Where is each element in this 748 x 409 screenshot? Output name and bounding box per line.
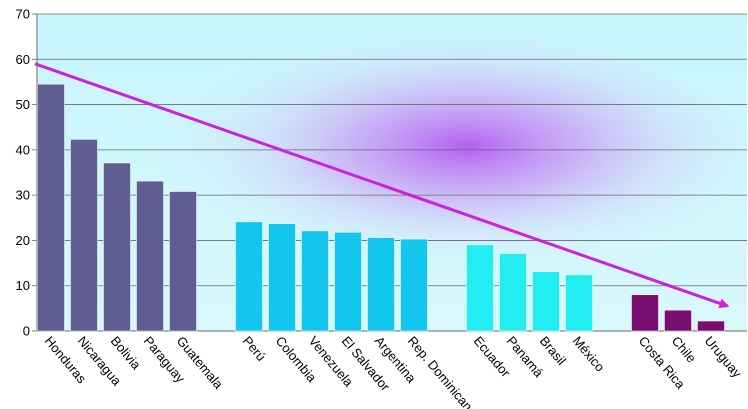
bar-chile — [664, 309, 692, 332]
bar-m-xico — [565, 274, 593, 332]
bar-uruguay — [697, 320, 725, 332]
bars — [37, 83, 725, 332]
category-label: Brasil — [537, 333, 569, 368]
bar-venezuela — [301, 230, 329, 332]
bar-panam- — [499, 253, 527, 332]
category-label: Chile — [669, 333, 700, 365]
category-labels: HondurasNicaraguaBoliviaParaguayGuatemal… — [42, 333, 745, 409]
y-tick-label: 50 — [16, 97, 30, 112]
category-label: Uruguay — [702, 333, 745, 381]
y-tick-label: 70 — [16, 7, 30, 22]
bar-colombia — [268, 223, 296, 332]
category-label: Guatemala — [174, 333, 227, 392]
y-tick-label: 10 — [16, 278, 30, 293]
bar-nicaragua — [70, 139, 98, 332]
bar-ecuador — [466, 244, 494, 332]
y-tick-label: 20 — [16, 233, 30, 248]
category-label: Perú — [240, 333, 269, 364]
bar-per- — [235, 221, 263, 332]
bar-guatemala — [169, 191, 197, 332]
y-tick-label: 40 — [16, 142, 30, 157]
category-label: México — [570, 333, 608, 374]
bar-costa-rica — [631, 294, 659, 332]
y-tick-label: 0 — [23, 324, 30, 339]
bar-honduras — [37, 83, 65, 332]
bar-rep-dominicana — [400, 238, 428, 332]
bar-bolivia — [103, 162, 131, 332]
bar-argentina — [367, 237, 395, 332]
y-tick-label: 30 — [16, 188, 30, 203]
trend-arrow — [34, 62, 730, 309]
bar-el-salvador — [334, 232, 362, 332]
bar-paraguay — [136, 180, 164, 332]
y-tick-labels: 0 10 20 30 40 50 60 70 — [16, 7, 30, 339]
bar-brasil — [532, 271, 560, 332]
y-tick-label: 60 — [16, 52, 30, 67]
